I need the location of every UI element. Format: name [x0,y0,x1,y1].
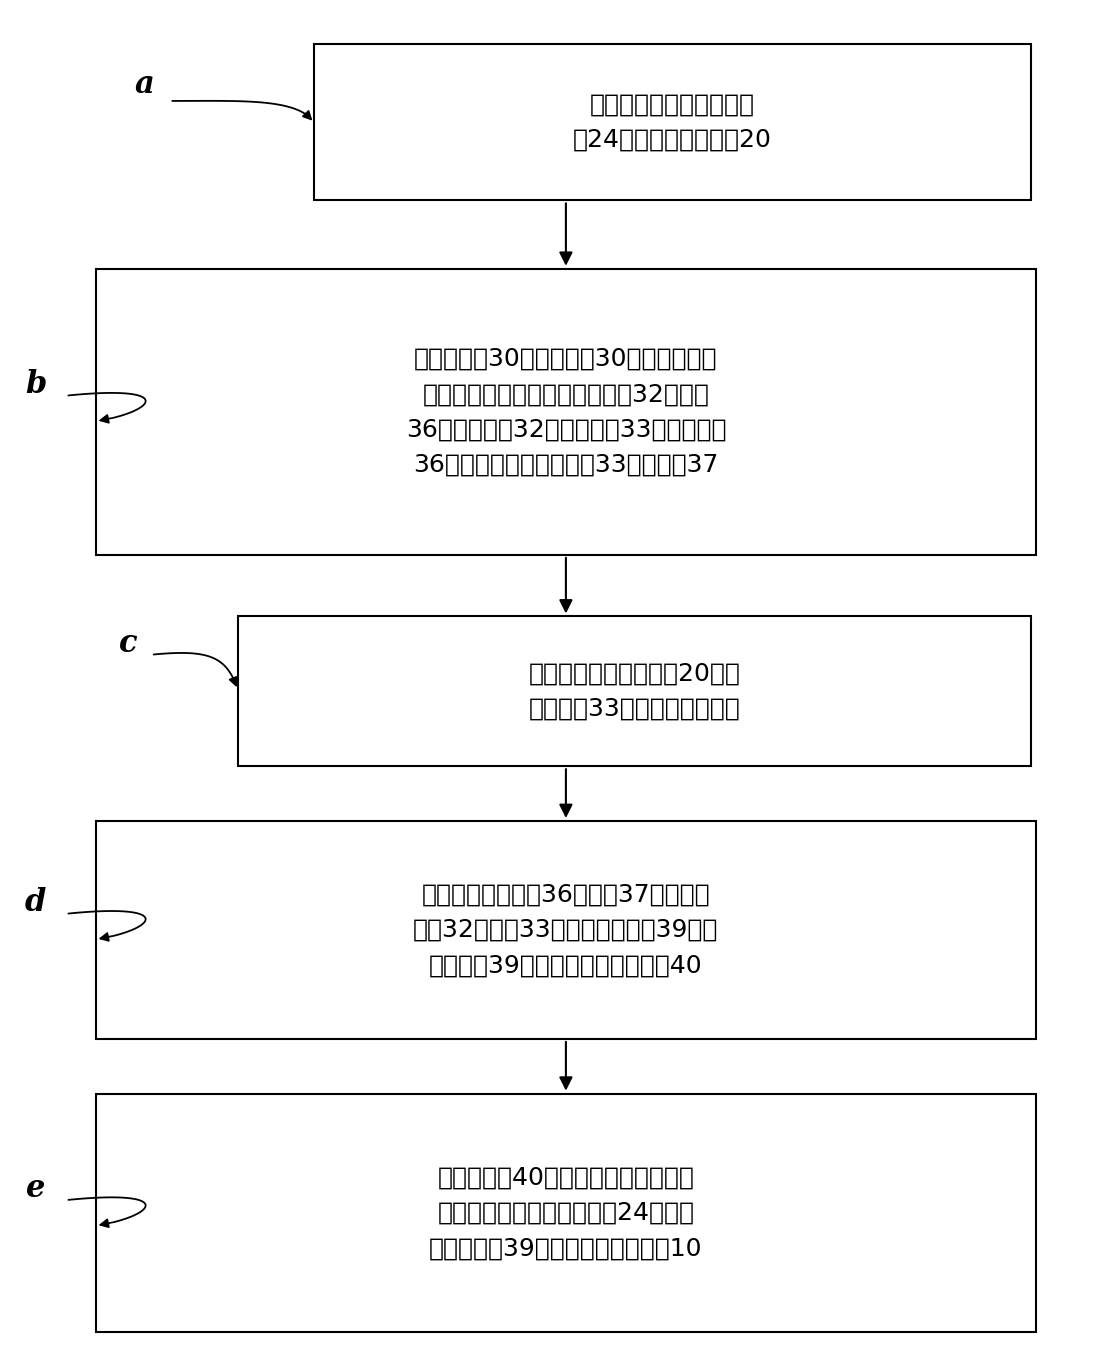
FancyBboxPatch shape [96,1094,1036,1332]
Text: e: e [26,1173,45,1205]
Text: 待树脂溶液40冷却固化后开模，即得
一具有所述多个人工微结构24且形状
与所述模腔39相同的超材料天线罩10: 待树脂溶液40冷却固化后开模，即得 一具有所述多个人工微结构24且形状 与所述模… [429,1165,702,1261]
Text: b: b [25,370,46,400]
FancyBboxPatch shape [96,821,1036,1039]
Text: 合模，让所述凸模36的型芯37置于所述
凹模32的凹腔33内而形成一模腔39并向
所述模腔39内注入熔融的树脂溶液40: 合模，让所述凸模36的型芯37置于所述 凹模32的凹腔33内而形成一模腔39并向… [413,883,719,977]
Text: 将所述柔性超材料薄膜20置于
所述凹腔33内并贴合于腔壁上: 将所述柔性超材料薄膜20置于 所述凹腔33内并贴合于腔壁上 [529,661,741,721]
Text: 制作一具有多个人工微结
构24的柔性超材料薄膜20: 制作一具有多个人工微结 构24的柔性超材料薄膜20 [573,92,771,152]
Text: a: a [135,68,155,100]
Text: c: c [119,628,137,658]
FancyBboxPatch shape [237,616,1031,767]
Text: 制作一模具30，所述模具30包括相互分离
并可发生相对运动而闭合的凹模32和凸模
36，所述凹模32形成一凹腔33，所述凸模
36凸设一可置于所述凹腔33内的型: 制作一模具30，所述模具30包括相互分离 并可发生相对运动而闭合的凹模32和凸模… [406,346,726,476]
FancyBboxPatch shape [314,44,1031,200]
Text: d: d [25,887,46,919]
FancyBboxPatch shape [96,268,1036,554]
